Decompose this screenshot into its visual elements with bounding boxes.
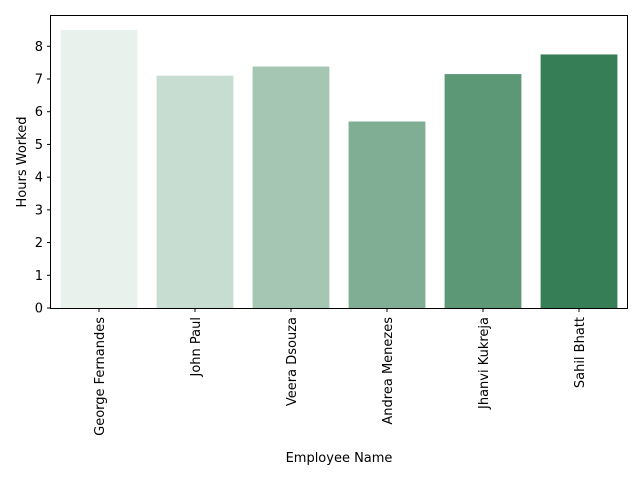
bar-1	[156, 75, 234, 309]
x-tick-label-2: Veera Dsouza	[285, 317, 300, 406]
x-tick-label-1: John Paul	[189, 317, 204, 377]
y-tick-label-2: 2	[35, 236, 43, 251]
y-tick-label-6: 6	[35, 105, 43, 120]
x-axis-label: Employee Name	[286, 451, 393, 466]
x-tick-label-4: Jhanvi Kukreja	[477, 317, 492, 410]
bar-5	[540, 54, 618, 308]
x-tick-label-3: Andrea Menezes	[381, 317, 396, 425]
plot-frame	[50, 15, 628, 309]
bar-4	[444, 74, 522, 308]
y-tick-label-0: 0	[35, 302, 43, 317]
y-tick-label-8: 8	[35, 40, 43, 55]
x-tick-label-0: George Fernandes	[93, 317, 108, 436]
y-tick-label-7: 7	[35, 72, 43, 87]
y-tick-label-5: 5	[35, 138, 43, 153]
y-tick-label-3: 3	[35, 203, 43, 218]
bar-3	[348, 121, 426, 308]
y-axis-ticks: 0 1 2 3 4 5 6 7 8	[35, 40, 51, 317]
bars-group	[60, 29, 618, 309]
x-tick-label-5: Sahil Bhatt	[573, 317, 588, 388]
y-tick-label-4: 4	[35, 171, 43, 186]
y-tick-label-1: 1	[35, 269, 43, 284]
y-axis-label: Hours Worked	[15, 117, 30, 208]
bar-2	[252, 66, 330, 308]
x-axis-ticks: George Fernandes John Paul Veera Dsouza And…	[93, 308, 588, 436]
bar-0	[60, 29, 138, 309]
